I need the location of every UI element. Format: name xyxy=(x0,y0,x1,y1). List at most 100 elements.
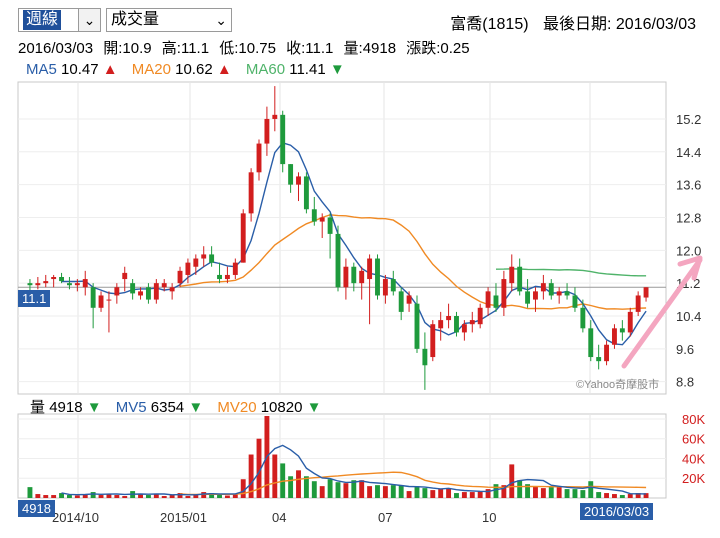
candle xyxy=(272,114,278,119)
candle xyxy=(240,213,246,263)
candle xyxy=(66,283,72,286)
volume-bar xyxy=(533,486,538,498)
volume-bar xyxy=(327,479,333,498)
chevron-down-icon[interactable]: ⌄ xyxy=(78,9,100,31)
candle xyxy=(343,266,349,288)
x-tick-label: 07 xyxy=(378,510,392,525)
volume-bar xyxy=(367,486,373,498)
price-tick-label: 12.8 xyxy=(676,210,701,225)
volume-legend: 量 4918 ▼ MV5 6354 ▼ MV20 10820 ▼ xyxy=(30,396,331,417)
price-tick-label: 13.6 xyxy=(676,178,701,193)
candle xyxy=(643,287,649,298)
volume-bar xyxy=(66,495,72,498)
volume-bar xyxy=(217,495,222,498)
ohlc-volume: 量:4918 xyxy=(343,40,397,57)
volume-bar xyxy=(351,480,357,498)
arrow-icon xyxy=(677,255,703,281)
ma20-line xyxy=(179,214,647,310)
candle xyxy=(177,270,183,284)
volume-bar xyxy=(311,481,317,498)
price-tick-label: 14.4 xyxy=(676,145,701,160)
volume-bar xyxy=(627,494,633,498)
candle xyxy=(145,287,151,300)
candle xyxy=(359,270,365,284)
volume-bar xyxy=(272,454,278,498)
volume-bar xyxy=(106,494,112,498)
candle xyxy=(51,277,57,280)
x-tick-label: 10 xyxy=(482,510,496,525)
candle xyxy=(296,176,301,185)
volume-tick-label: 40K xyxy=(682,451,705,466)
candle xyxy=(153,283,159,300)
volume-bar xyxy=(375,485,380,498)
ohlc-change: 漲跌:0.25 xyxy=(406,40,470,57)
candle xyxy=(438,320,444,329)
volume-bar xyxy=(161,496,167,498)
volume-bar xyxy=(59,493,64,498)
candle xyxy=(98,295,104,308)
candle xyxy=(232,262,238,275)
indicator-select[interactable]: 成交量 ⌄ xyxy=(106,8,232,32)
chevron-down-icon[interactable]: ⌄ xyxy=(215,12,227,28)
volume-bar xyxy=(122,496,128,498)
period-select[interactable]: 週線 ⌄ xyxy=(18,8,101,32)
volume-bar xyxy=(201,492,207,498)
volume-bar xyxy=(335,482,341,498)
volume-bar xyxy=(114,495,120,498)
volume-bar xyxy=(296,470,301,498)
volume-bar xyxy=(82,494,88,498)
ohlc-close: 收:11.1 xyxy=(286,40,334,57)
volume-bar xyxy=(596,492,602,498)
mv20-legend: MV20 10820 ▼ xyxy=(217,399,322,416)
volume-bar xyxy=(469,492,475,498)
ma60-legend: MA60 11.41 ▼ xyxy=(245,61,345,78)
candle xyxy=(422,348,428,366)
volume-bar xyxy=(319,486,325,498)
candle xyxy=(248,172,254,214)
candle xyxy=(540,283,546,292)
volume-bar xyxy=(612,494,617,498)
candle xyxy=(280,114,286,165)
x-tick-label: 04 xyxy=(272,510,286,525)
stock-header: 富喬(1815) 最後日期: 2016/03/03 xyxy=(440,10,696,34)
candle xyxy=(351,266,357,284)
candle xyxy=(375,258,380,296)
candle xyxy=(74,283,80,286)
date-badge: 2016/03/03 xyxy=(580,503,654,520)
candle xyxy=(430,324,436,358)
volume-bar xyxy=(454,493,459,498)
candle xyxy=(627,311,633,333)
candle xyxy=(548,283,554,296)
volume-bar xyxy=(477,491,483,498)
candle xyxy=(446,316,452,321)
volume-bar xyxy=(382,486,388,498)
volume-bar xyxy=(27,487,33,498)
volume-bar xyxy=(619,495,625,498)
price-tick-label: 8.8 xyxy=(676,375,694,390)
ohlc-date: 2016/03/03 xyxy=(18,40,94,57)
volume-tick-label: 20K xyxy=(682,471,705,486)
candle xyxy=(635,295,641,312)
volume-bar xyxy=(153,494,159,498)
candle xyxy=(169,287,175,292)
volume-bar xyxy=(248,454,254,498)
volume-bar xyxy=(580,490,586,498)
candle xyxy=(201,254,207,259)
candle xyxy=(27,283,33,286)
volume-bar xyxy=(209,493,215,498)
volume-bar xyxy=(517,480,523,498)
price-panel xyxy=(17,81,667,395)
volume-bar xyxy=(406,491,412,498)
ohlc-summary: 2016/03/03 開:10.9 高:11.1 低:10.75 收:11.1 … xyxy=(18,37,476,58)
volume-bar xyxy=(185,496,191,498)
volume-bar xyxy=(525,484,531,498)
candle xyxy=(256,143,262,173)
ohlc-low: 低:10.75 xyxy=(219,40,276,57)
candle xyxy=(533,291,538,300)
ma5-legend: MA5 10.47 ▲ xyxy=(26,61,118,78)
candle xyxy=(209,254,215,263)
x-tick-label: 2014/10 xyxy=(52,510,99,525)
candle xyxy=(288,164,294,185)
candle xyxy=(596,357,602,362)
